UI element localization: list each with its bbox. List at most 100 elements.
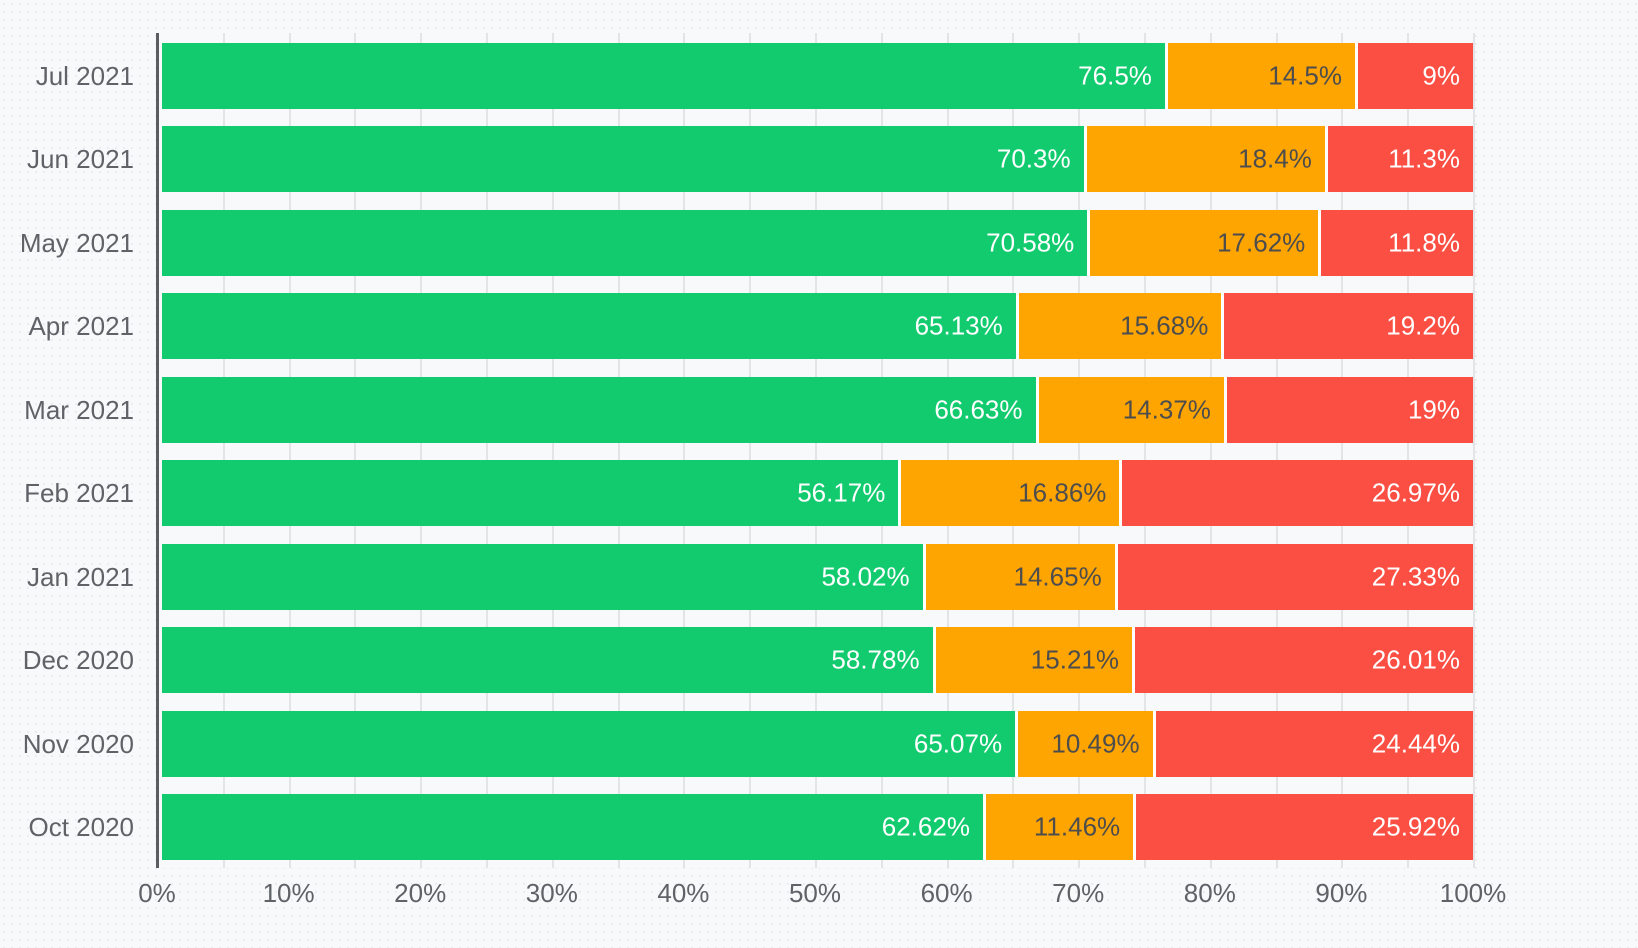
- bar-segment-red[interactable]: 27.33%: [1114, 543, 1473, 610]
- bar-segment-red[interactable]: 19%: [1223, 376, 1473, 443]
- gridline: [880, 33, 883, 868]
- stacked-bar: 58.02% 14.65% 27.33%: [162, 543, 1473, 610]
- bar-segment-green[interactable]: 58.02%: [162, 543, 923, 610]
- gridline: [946, 33, 949, 868]
- stacked-bar: 56.17% 16.86% 26.97%: [162, 460, 1473, 527]
- x-tick-label: 60%: [920, 878, 973, 908]
- segment-value-label: 27.33%: [1371, 561, 1460, 592]
- gridline: [1012, 33, 1015, 868]
- gridline: [551, 33, 554, 868]
- gridline: [354, 33, 357, 868]
- gridline: [486, 33, 488, 868]
- segment-value-label: 25.92%: [1371, 811, 1460, 842]
- gridline: [815, 33, 817, 868]
- gridline: [222, 33, 225, 868]
- category-label: May 2021: [19, 227, 134, 258]
- x-tick-label: 70%: [1052, 878, 1105, 908]
- x-tick-label: 10%: [262, 878, 315, 908]
- stacked-bar: 58.78% 15.21% 26.01%: [162, 627, 1473, 694]
- bar-segment-orange[interactable]: 14.5%: [1164, 43, 1355, 109]
- segment-value-label: 11.8%: [1388, 227, 1460, 258]
- stacked-bar: 66.63% 14.37% 19%: [162, 376, 1473, 443]
- bar-segment-green[interactable]: 65.13%: [162, 293, 1016, 360]
- segment-value-label: 19.2%: [1386, 310, 1460, 341]
- stacked-bar: 70.58% 17.62% 11.8%: [162, 209, 1473, 276]
- gridline: [749, 33, 752, 868]
- segment-value-label: 11.3%: [1388, 143, 1460, 174]
- category-label: Mar 2021: [24, 394, 134, 425]
- stacked-bar: 65.13% 15.68% 19.2%: [162, 293, 1473, 360]
- x-tick-label: 100%: [1439, 878, 1507, 908]
- bar-row: Nov 2020 65.07% 10.49% 24.44%: [0, 710, 1473, 777]
- segment-value-label: 19%: [1407, 394, 1460, 425]
- gridline: [1275, 33, 1278, 868]
- bar-segment-green[interactable]: 76.5%: [162, 43, 1165, 109]
- category-label: Nov 2020: [22, 728, 134, 759]
- x-tick-label: 30%: [525, 878, 578, 908]
- segment-value-label: 70.3%: [996, 143, 1071, 174]
- bar-segment-green[interactable]: 62.62%: [162, 793, 983, 860]
- bar-segment-red[interactable]: 11.3%: [1324, 126, 1473, 193]
- x-tick-label: 40%: [657, 878, 710, 908]
- y-axis-line: [156, 33, 159, 868]
- bar-segment-orange[interactable]: 16.86%: [898, 460, 1120, 527]
- bar-row: Apr 2021 65.13% 15.68% 19.2%: [0, 293, 1473, 360]
- bar-segment-red[interactable]: 24.44%: [1152, 710, 1473, 777]
- bar-segment-orange[interactable]: 15.68%: [1015, 293, 1222, 360]
- bar-segment-red[interactable]: 26.01%: [1131, 627, 1473, 694]
- bar-segment-red[interactable]: 9%: [1355, 43, 1473, 109]
- bar-segment-red[interactable]: 11.8%: [1318, 209, 1473, 276]
- x-tick-label: 90%: [1315, 878, 1368, 908]
- x-tick-label: 50%: [788, 878, 842, 908]
- bar-segment-green[interactable]: 70.58%: [162, 209, 1088, 276]
- segment-value-label: 24.44%: [1371, 728, 1460, 758]
- stacked-bar: 65.07% 10.49% 24.44%: [162, 710, 1473, 777]
- bar-segment-orange[interactable]: 11.46%: [982, 793, 1134, 860]
- bar-segment-green[interactable]: 56.17%: [162, 460, 899, 527]
- bar-row: Jan 2021 58.02% 14.65% 27.33%: [0, 543, 1473, 610]
- bar-segment-green[interactable]: 66.63%: [162, 376, 1036, 443]
- segment-value-label: 65.13%: [914, 310, 1003, 341]
- gridline: [1473, 33, 1475, 868]
- segment-value-label: 58.78%: [831, 644, 920, 675]
- x-tick-label: 20%: [394, 878, 447, 908]
- bar-segment-green[interactable]: 65.07%: [162, 710, 1016, 777]
- bar-segment-red[interactable]: 25.92%: [1133, 793, 1473, 860]
- bar-segment-orange[interactable]: 17.62%: [1087, 209, 1319, 276]
- gridline: [1209, 33, 1212, 868]
- bar-segment-green[interactable]: 70.3%: [162, 126, 1084, 193]
- stacked-bar: 76.5% 14.5% 9%: [162, 43, 1473, 109]
- bar-segment-orange[interactable]: 10.49%: [1015, 710, 1153, 777]
- bar-segment-orange[interactable]: 14.37%: [1035, 376, 1224, 443]
- segment-value-label: 15.21%: [1030, 644, 1119, 675]
- category-label: Oct 2020: [28, 811, 134, 842]
- segment-value-label: 14.65%: [1013, 561, 1102, 592]
- bar-segment-red[interactable]: 19.2%: [1221, 293, 1473, 360]
- bar-row: Dec 2020 58.78% 15.21% 26.01%: [0, 627, 1473, 694]
- bar-segment-green[interactable]: 58.78%: [162, 627, 933, 694]
- x-tick-label: 80%: [1183, 878, 1236, 908]
- segment-value-label: 11.46%: [1033, 811, 1121, 842]
- gridline: [617, 33, 620, 868]
- segment-value-label: 17.62%: [1217, 227, 1306, 258]
- x-axis: 0% 10% 20% 30% 40% 50% 60% 70% 80% 90% 100%: [0, 878, 1638, 918]
- segment-value-label: 56.17%: [797, 477, 886, 508]
- bar-segment-orange[interactable]: 14.65%: [922, 543, 1115, 610]
- bar-segment-red[interactable]: 26.97%: [1119, 460, 1473, 527]
- segment-value-label: 26.01%: [1371, 644, 1460, 675]
- bar-segment-orange[interactable]: 15.21%: [932, 627, 1132, 694]
- segment-value-label: 62.62%: [881, 811, 970, 842]
- bar-segment-orange[interactable]: 18.4%: [1083, 126, 1325, 193]
- bar-row: Jul 2021 76.5% 14.5% 9%: [0, 43, 1473, 109]
- bar-row: Feb 2021 56.17% 16.86% 26.97%: [0, 460, 1473, 527]
- segment-value-label: 76.5%: [1078, 60, 1152, 91]
- segment-value-label: 14.37%: [1122, 394, 1211, 425]
- category-label: Dec 2020: [22, 645, 134, 676]
- segment-value-label: 65.07%: [913, 728, 1003, 758]
- bar-row: May 2021 70.58% 17.62% 11.8%: [0, 209, 1473, 276]
- segment-value-label: 66.63%: [934, 394, 1023, 425]
- gridline: [1144, 33, 1146, 868]
- segment-value-label: 70.58%: [986, 227, 1075, 258]
- category-label: Jun 2021: [27, 144, 134, 175]
